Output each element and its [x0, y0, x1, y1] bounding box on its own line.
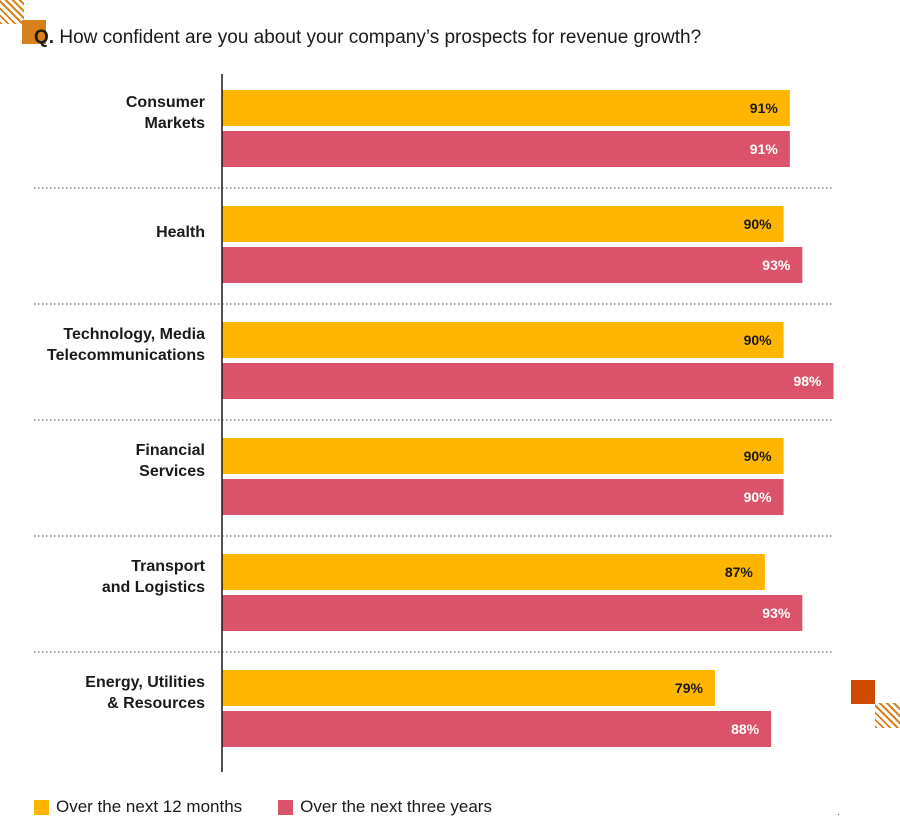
bar-value-label: 91%	[750, 100, 779, 116]
bar-value-label: 93%	[762, 257, 791, 273]
accent-square	[22, 20, 46, 44]
bar-value-label: 90%	[744, 448, 773, 464]
hatch-decoration	[0, 0, 24, 24]
bar-chart: Consumer Markets 91% 91% Health 90% 93% Technol…	[34, 74, 834, 772]
bar	[222, 438, 784, 474]
bar	[222, 131, 790, 167]
legend-label: Over the next 12 months	[56, 797, 243, 816]
bar-value-label: 90%	[744, 332, 773, 348]
bar	[222, 554, 765, 590]
legend-swatch	[278, 799, 294, 815]
bar-value-label: 90%	[744, 216, 773, 232]
category-label: Financial Services	[136, 442, 205, 480]
bar	[222, 322, 784, 358]
chart-legend: Over the next 12 months Over the next th…	[34, 796, 528, 818]
bar-value-label: 90%	[744, 489, 773, 505]
category-label: Energy, Utilities & Resources	[85, 674, 205, 712]
legend-swatch	[34, 799, 49, 815]
bar	[222, 206, 784, 242]
chart-title: Q. How confident are you about your comp…	[34, 26, 701, 50]
accent-square	[851, 680, 875, 704]
legend-label: Over the next three years	[300, 797, 492, 816]
bar	[222, 363, 834, 399]
bar	[222, 90, 790, 126]
category-label: Transport and Logistics	[102, 558, 206, 596]
footer-mark: .	[837, 806, 841, 818]
bar	[222, 247, 803, 283]
category-label: Technology, Media Telecommunications	[47, 326, 205, 364]
legend-item-12-months: Over the next 12 months	[34, 797, 242, 817]
bar-value-label: 79%	[675, 680, 704, 696]
bar	[222, 479, 784, 515]
category-label: Consumer Markets	[126, 94, 205, 132]
hatch-decoration	[875, 703, 900, 728]
bar-value-label: 88%	[731, 721, 760, 737]
bar-value-label: 98%	[793, 373, 822, 389]
bar-value-label: 87%	[725, 564, 754, 580]
bar-value-label: 93%	[762, 605, 791, 621]
bar	[222, 670, 715, 706]
category-label: Health	[156, 224, 205, 241]
bar	[222, 711, 772, 747]
question-label: Q.	[34, 27, 55, 48]
question-text: How confident are you about your company…	[59, 27, 702, 48]
legend-item-three-years: Over the next three years	[278, 797, 492, 817]
bar	[222, 595, 803, 631]
bar-value-label: 91%	[750, 141, 779, 157]
